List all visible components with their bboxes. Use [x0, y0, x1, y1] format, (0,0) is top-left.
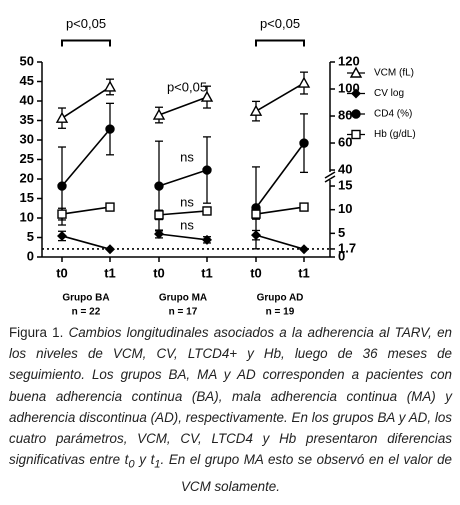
data-point: [299, 202, 309, 212]
caption-subscript: 0: [128, 458, 135, 471]
data-point: [57, 230, 67, 241]
annotation: p<0,05: [260, 16, 300, 31]
data-point: [299, 138, 309, 148]
figure-caption: Figura 1. Cambios longitudinales asociad…: [9, 322, 452, 497]
x-tick-label: t0: [153, 265, 165, 280]
annotation: ns: [180, 195, 194, 210]
y2-tick-label: 1.7: [338, 240, 356, 255]
data-point: [200, 90, 214, 102]
data-point: [103, 80, 117, 92]
significance-bracket: [61, 39, 111, 47]
annotation: p<0,05: [167, 80, 207, 95]
group-label: Grupo AD: [257, 293, 304, 304]
x-tick-label: t0: [56, 265, 68, 280]
legend-label: CD4 (%): [374, 109, 412, 120]
y2-tick-label: 120: [338, 53, 360, 68]
data-point: [154, 229, 164, 239]
y-tick-label: 30: [20, 131, 34, 146]
y2-tick-label: 5: [338, 225, 345, 240]
y2-tick-label: 60: [338, 134, 352, 149]
caption-subscript: 1: [154, 458, 161, 471]
data-point: [154, 181, 164, 191]
y-tick-label: 5: [27, 229, 34, 244]
legend-label: VCM (fL): [374, 68, 414, 79]
y2-tick-label: 15: [338, 177, 352, 192]
x-tick-label: t1: [298, 265, 310, 280]
y-tick-label: 40: [20, 92, 34, 107]
group-label: Grupo BA: [62, 293, 109, 304]
legend-marker: [351, 129, 361, 140]
series-line: [255, 82, 305, 112]
x-tick-label: t0: [250, 265, 262, 280]
data-point: [105, 202, 115, 212]
y2-tick-label: 10: [338, 201, 352, 216]
data-point: [55, 111, 69, 123]
annotation: ns: [180, 218, 194, 233]
caption-text: . En el grupo MA esto se observó en el v…: [160, 452, 453, 495]
series-line: [255, 234, 305, 250]
annotation: ns: [180, 149, 194, 164]
axis-break: [324, 175, 336, 183]
x-tick-label: t1: [201, 265, 213, 280]
series-line: [255, 206, 305, 215]
series-line: [255, 142, 305, 209]
y2-tick-label: 0: [338, 248, 345, 263]
data-point: [154, 210, 164, 220]
group-n: n = 19: [266, 307, 295, 318]
data-point: [57, 181, 67, 191]
caption-text: Cambios longitudinales asociados a la ad…: [9, 325, 452, 468]
axis-break: [324, 171, 336, 179]
x-tick-label: t1: [104, 265, 116, 280]
series-line: [158, 169, 208, 187]
y-tick-label: 25: [20, 151, 34, 166]
data-point: [105, 124, 115, 134]
annotation: p<0,05: [66, 16, 106, 31]
caption-label: Figura 1.: [9, 325, 64, 340]
y-tick-label: 15: [20, 190, 34, 205]
legend-marker: [351, 109, 361, 119]
data-point: [57, 209, 67, 219]
data-point: [202, 234, 212, 245]
data-point: [297, 76, 311, 88]
y-tick-label: 20: [20, 170, 34, 185]
y2-tick-label: 40: [338, 161, 352, 176]
series-line: [158, 96, 208, 116]
y-tick-label: 10: [20, 209, 34, 224]
series-line: [61, 235, 111, 250]
y-tick-label: 35: [20, 112, 34, 127]
y-tick-label: 45: [20, 73, 34, 88]
data-point: [105, 244, 115, 255]
group-n: n = 17: [169, 307, 198, 318]
group-n: n = 22: [72, 307, 101, 318]
series-line: [61, 206, 111, 215]
caption-text: t: [150, 452, 155, 468]
series-line: [158, 233, 208, 241]
series-line: [61, 86, 111, 119]
caption-text: y: [134, 452, 151, 468]
series-line: [61, 128, 111, 187]
series-line: [158, 210, 208, 216]
data-point: [249, 104, 263, 116]
y-tick-label: 50: [20, 53, 34, 68]
legend-marker: [349, 66, 363, 78]
data-point: [202, 206, 212, 216]
data-point: [202, 165, 212, 175]
chart: 0510152025303540455001.75101540608010012…: [20, 16, 416, 318]
data-point: [299, 244, 309, 255]
legend-label: Hb (g/dL): [374, 129, 416, 140]
significance-bracket: [255, 39, 305, 47]
legend-label: CV log: [374, 88, 404, 99]
data-point: [251, 209, 261, 219]
data-point: [152, 108, 166, 120]
group-label: Grupo MA: [159, 293, 207, 304]
y2-tick-label: 80: [338, 107, 352, 122]
legend-marker: [351, 88, 361, 99]
y-tick-label: 0: [27, 248, 34, 263]
caption-text: t: [124, 452, 129, 468]
